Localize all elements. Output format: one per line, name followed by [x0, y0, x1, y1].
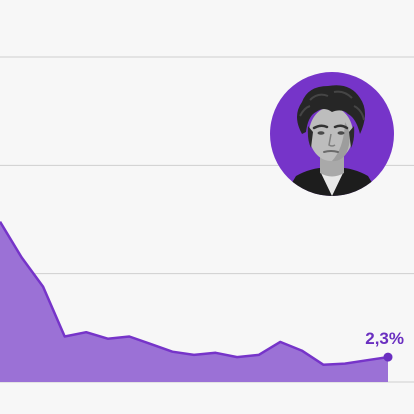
end-point-marker	[383, 352, 393, 362]
end-value-label: 2,3%	[365, 329, 404, 348]
politician-portrait-icon	[270, 72, 394, 196]
end-value-labels: 2,3%	[365, 329, 404, 362]
area-fill	[0, 221, 388, 382]
area-series	[0, 221, 389, 382]
